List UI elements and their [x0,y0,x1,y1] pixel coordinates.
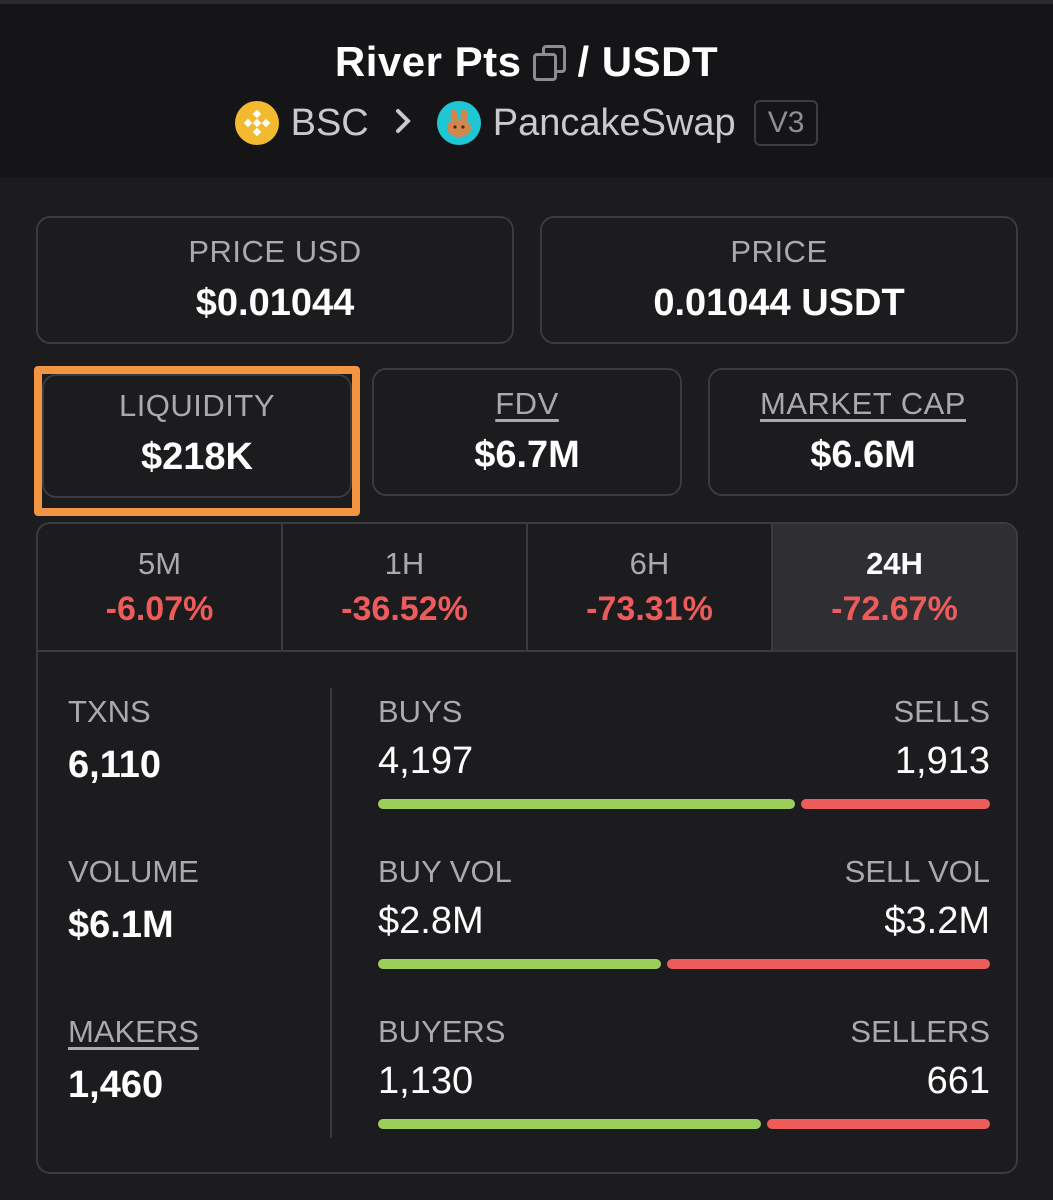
base-token-name[interactable]: River Pts [334,38,522,85]
volume-split-stat: BUY VOL SELL VOL $2.8M $3.2M [378,854,990,969]
market-cap-value: $6.6M [810,434,916,476]
price-quote-card: PRICE 0.01044 USDT [540,216,1018,344]
chain-name[interactable]: BSC [290,101,369,144]
dex-name[interactable]: PancakeSwap [492,101,736,144]
txns-stat: TXNS 6,110 [68,694,161,787]
buyers-sellers-stat: BUYERS SELLERS 1,130 661 [378,1014,990,1129]
tab-24h[interactable]: 24H -72.67% [773,524,1016,650]
buy-vol-label: BUY VOL [378,854,512,889]
volume-value: $6.1M [68,904,174,946]
sells-value: 1,913 [894,740,990,782]
volume-ratio-bar [378,959,990,969]
txns-value: 6,110 [68,744,161,786]
tab-label: 6H [629,546,670,581]
price-usd-card: PRICE USD $0.01044 [36,216,514,344]
sells-label: SELLS [893,694,990,729]
price-quote-label: PRICE [730,234,828,269]
buys-sells-stat: BUYS SELLS 4,197 1,913 [378,694,990,809]
fdv-card: FDV $6.7M [372,368,682,496]
sellers-label: SELLERS [850,1014,990,1049]
tab-5m[interactable]: 5M -6.07% [38,524,283,650]
txns-label: TXNS [68,694,151,729]
timeframe-tabs: 5M -6.07% 1H -36.52% 6H -73.31% 24H -72.… [36,522,1018,652]
makers-label[interactable]: MAKERS [68,1014,199,1049]
sell-vol-value: $3.2M [884,900,990,942]
tab-change: -72.67% [831,590,958,628]
tab-1h[interactable]: 1H -36.52% [283,524,528,650]
version-badge: V3 [753,100,819,146]
buys-value: 4,197 [378,740,474,782]
pancakeswap-icon [436,101,481,145]
tab-change: -73.31% [586,590,713,628]
buyers-label: BUYERS [378,1014,506,1049]
buy-bar-segment [378,1119,762,1129]
sell-bar-segment [767,1119,990,1129]
sell-vol-label: SELL VOL [844,854,990,889]
sell-bar-segment [801,799,990,809]
buys-label: BUYS [378,694,463,729]
pair-header: River Pts / USDT BSC [0,0,1053,178]
market-cap-label[interactable]: MARKET CAP [760,386,966,421]
liquidity-value: $218K [141,436,253,478]
trade-stats-panel: TXNS 6,110 VOLUME $6.1M MAKERS 1,460 BUY… [36,652,1018,1174]
quote-token-name: / USDT [577,38,719,85]
tab-change: -6.07% [105,590,214,628]
volume-stat: VOLUME $6.1M [68,854,199,947]
tab-label: 1H [384,546,425,581]
sellers-value: 661 [926,1060,990,1102]
liquidity-highlight-box [34,366,360,516]
fdv-value: $6.7M [474,434,580,476]
price-quote-value: 0.01044 USDT [653,282,905,324]
buy-bar-segment [378,799,796,809]
price-usd-label: PRICE USD [188,234,362,269]
tab-change: -36.52% [341,590,468,628]
fdv-label[interactable]: FDV [495,386,559,421]
buyers-value: 1,130 [378,1060,474,1102]
buy-bar-segment [378,959,661,969]
pair-title: River Pts / USDT [0,38,1053,86]
pair-breadcrumb: BSC PancakeSwap V3 [0,100,1053,146]
stats-divider [330,688,332,1138]
tab-label: 5M [137,546,182,581]
buys-sells-ratio-bar [378,799,990,809]
liquidity-label: LIQUIDITY [118,388,276,423]
tab-6h[interactable]: 6H -73.31% [528,524,773,650]
volume-label: VOLUME [68,854,199,889]
price-usd-value: $0.01044 [195,282,355,324]
tab-label: 24H [866,546,923,581]
makers-value: 1,460 [68,1064,164,1106]
liquidity-card: LIQUIDITY $218K [42,374,352,498]
sell-bar-segment [666,959,990,969]
market-cap-card: MARKET CAP $6.6M [708,368,1018,496]
chevron-right-icon [395,104,411,143]
buyers-ratio-bar [378,1119,990,1129]
makers-stat: MAKERS 1,460 [68,1014,199,1107]
copy-icon[interactable] [533,45,567,81]
buy-vol-value: $2.8M [378,900,484,942]
bnb-icon [234,101,279,145]
